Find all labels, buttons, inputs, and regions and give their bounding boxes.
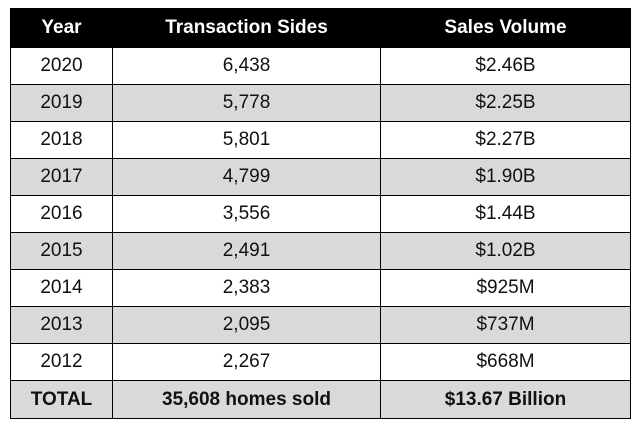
header-transaction-sides: Transaction Sides <box>112 8 381 48</box>
table-row: 2018 5,801 $2.27B <box>10 121 631 159</box>
table-body: 2020 6,438 $2.46B 2019 5,778 $2.25B 2018… <box>10 47 631 419</box>
cell-volume: $1.02B <box>380 232 631 270</box>
header-row: Year Transaction Sides Sales Volume <box>10 8 631 48</box>
cell-year: 2015 <box>10 232 113 270</box>
total-sides: 35,608 homes sold <box>112 380 381 419</box>
cell-sides: 5,801 <box>112 121 381 159</box>
table-row: 2015 2,491 $1.02B <box>10 232 631 270</box>
cell-year: 2018 <box>10 121 113 159</box>
total-label: TOTAL <box>10 380 113 419</box>
cell-sides: 2,267 <box>112 343 381 381</box>
cell-sides: 2,383 <box>112 269 381 307</box>
cell-year: 2012 <box>10 343 113 381</box>
header-year: Year <box>10 8 113 48</box>
total-volume: $13.67 Billion <box>380 380 631 419</box>
cell-volume: $2.27B <box>380 121 631 159</box>
cell-year: 2014 <box>10 269 113 307</box>
table-row: 2020 6,438 $2.46B <box>10 47 631 85</box>
cell-sides: 5,778 <box>112 84 381 122</box>
cell-year: 2016 <box>10 195 113 233</box>
table-header: Year Transaction Sides Sales Volume <box>10 8 631 48</box>
table-row: 2016 3,556 $1.44B <box>10 195 631 233</box>
table-row: 2013 2,095 $737M <box>10 306 631 344</box>
cell-volume: $737M <box>380 306 631 344</box>
header-sales-volume: Sales Volume <box>380 8 631 48</box>
cell-volume: $668M <box>380 343 631 381</box>
table-row: 2014 2,383 $925M <box>10 269 631 307</box>
cell-volume: $1.90B <box>380 158 631 196</box>
total-row: TOTAL 35,608 homes sold $13.67 Billion <box>10 380 631 419</box>
cell-sides: 3,556 <box>112 195 381 233</box>
cell-sides: 2,491 <box>112 232 381 270</box>
cell-sides: 4,799 <box>112 158 381 196</box>
cell-year: 2013 <box>10 306 113 344</box>
table-row: 2019 5,778 $2.25B <box>10 84 631 122</box>
cell-year: 2017 <box>10 158 113 196</box>
cell-volume: $925M <box>380 269 631 307</box>
cell-year: 2020 <box>10 47 113 85</box>
table-row: 2017 4,799 $1.90B <box>10 158 631 196</box>
cell-sides: 2,095 <box>112 306 381 344</box>
cell-volume: $1.44B <box>380 195 631 233</box>
cell-sides: 6,438 <box>112 47 381 85</box>
table-row: 2012 2,267 $668M <box>10 343 631 381</box>
sales-table: Year Transaction Sides Sales Volume 2020… <box>10 8 631 419</box>
cell-volume: $2.46B <box>380 47 631 85</box>
cell-volume: $2.25B <box>380 84 631 122</box>
cell-year: 2019 <box>10 84 113 122</box>
